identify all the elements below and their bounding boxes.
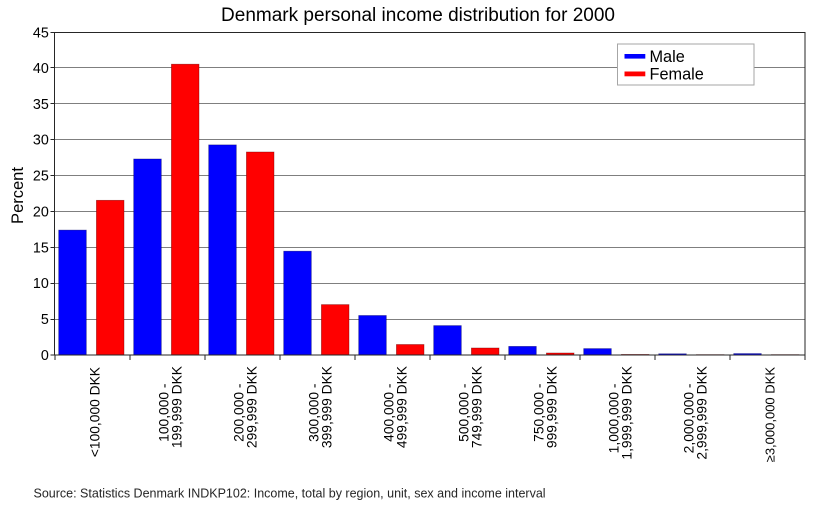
svg-text:5: 5 [41, 312, 49, 328]
svg-text:Male: Male [650, 48, 685, 66]
svg-text:≥3,000,000 DKK: ≥3,000,000 DKK [763, 367, 778, 463]
svg-text:40: 40 [33, 61, 49, 77]
svg-text:2,999,999 DKK: 2,999,999 DKK [694, 365, 709, 459]
svg-text:10: 10 [33, 276, 49, 292]
svg-text:25: 25 [33, 169, 49, 185]
svg-text:35: 35 [33, 97, 49, 113]
svg-text:499,999 DKK: 499,999 DKK [394, 365, 409, 448]
svg-text:Percent: Percent [9, 167, 27, 224]
svg-text:Female: Female [650, 65, 704, 83]
svg-text:Source: Statistics Denmark IND: Source: Statistics Denmark INDKP102: Inc… [34, 487, 546, 501]
svg-text:1,999,999 DKK: 1,999,999 DKK [619, 365, 634, 459]
svg-text:199,999 DKK: 199,999 DKK [169, 365, 184, 448]
svg-text:299,999 DKK: 299,999 DKK [244, 365, 259, 448]
svg-text:45: 45 [33, 26, 49, 42]
svg-text:0: 0 [41, 348, 49, 364]
svg-text:15: 15 [33, 240, 49, 256]
svg-text:Denmark personal income distri: Denmark personal income distribution for… [221, 5, 615, 26]
svg-text:399,999 DKK: 399,999 DKK [319, 365, 334, 448]
svg-text:30: 30 [33, 133, 49, 149]
svg-text:999,999 DKK: 999,999 DKK [544, 365, 559, 448]
svg-text:<100,000 DKK: <100,000 DKK [88, 366, 103, 457]
svg-text:749,999 DKK: 749,999 DKK [469, 365, 484, 448]
svg-text:20: 20 [33, 204, 49, 220]
